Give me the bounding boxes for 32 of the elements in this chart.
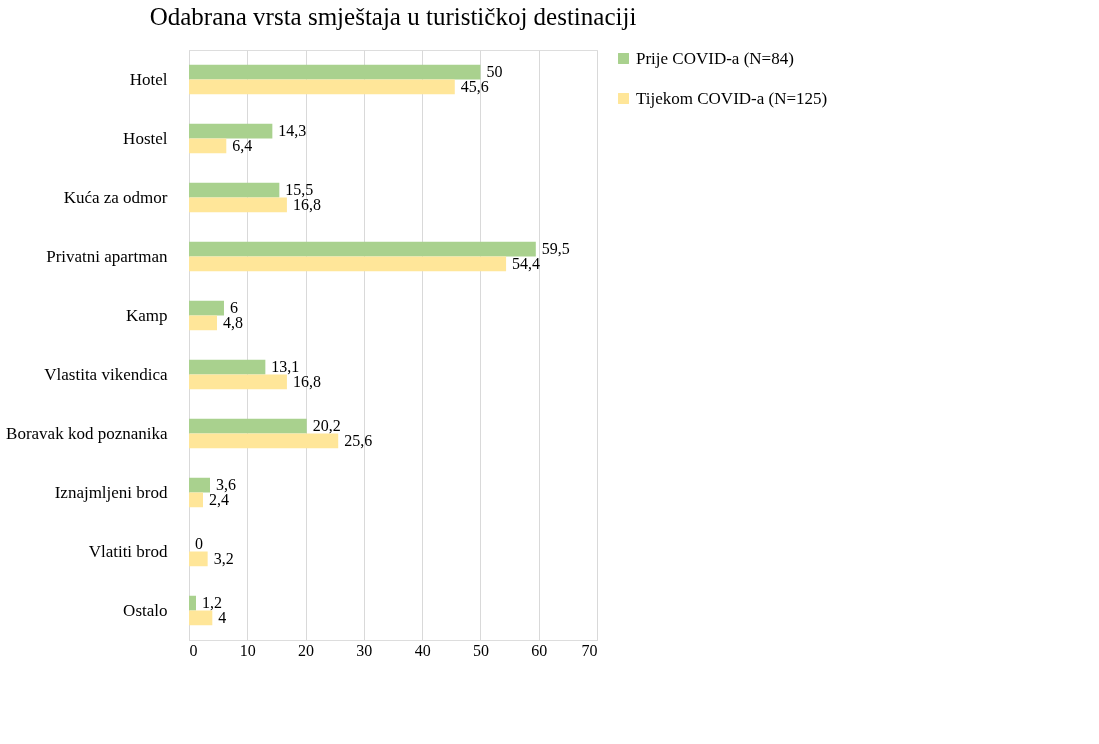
data-label: 59,5 xyxy=(541,240,570,258)
x-tick-label: 50 xyxy=(472,641,489,659)
x-tick-label: 60 xyxy=(531,641,548,659)
x-tick-label: 0 xyxy=(189,641,198,659)
y-tick-label: Iznajmljeni brod xyxy=(54,482,168,502)
data-label: 0 xyxy=(195,535,203,553)
x-tick-label: 70 xyxy=(581,641,598,659)
data-label: 20,2 xyxy=(312,417,341,435)
legend-label: Tijekom COVID-a (N=125) xyxy=(636,88,828,108)
data-label: 15,5 xyxy=(285,181,314,199)
chart-title: Odabrana vrsta smještaja u turističkoj destinaciji xyxy=(149,3,637,30)
y-tick-label: Boravak kod poznanika xyxy=(6,423,168,443)
y-tick-label: Hotel xyxy=(129,69,168,89)
data-label: 6,4 xyxy=(232,136,253,154)
data-label: 25,6 xyxy=(344,431,373,449)
y-tick-label: Kuća za odmor xyxy=(63,187,168,207)
y-tick-label: Privatni apartman xyxy=(46,246,168,266)
data-label: 54,4 xyxy=(512,254,541,272)
y-tick-label: Kamp xyxy=(125,305,168,325)
data-label: 50 xyxy=(486,63,503,81)
y-tick-label: Vlastita vikendica xyxy=(44,364,168,384)
y-tick-label: Ostalo xyxy=(123,600,168,620)
data-label: 14,3 xyxy=(278,122,307,140)
x-tick-label: 40 xyxy=(414,641,431,659)
data-label: 45,6 xyxy=(460,77,489,95)
legend-label: Prije COVID-a (N=84) xyxy=(636,48,794,68)
x-tick-label: 20 xyxy=(298,641,315,659)
y-tick-label: Hostel xyxy=(123,128,168,148)
x-tick-label: 30 xyxy=(356,641,373,659)
x-tick-label: 10 xyxy=(239,641,256,659)
data-label: 3,2 xyxy=(213,549,234,567)
y-tick-label: Vlatiti brod xyxy=(88,541,168,561)
